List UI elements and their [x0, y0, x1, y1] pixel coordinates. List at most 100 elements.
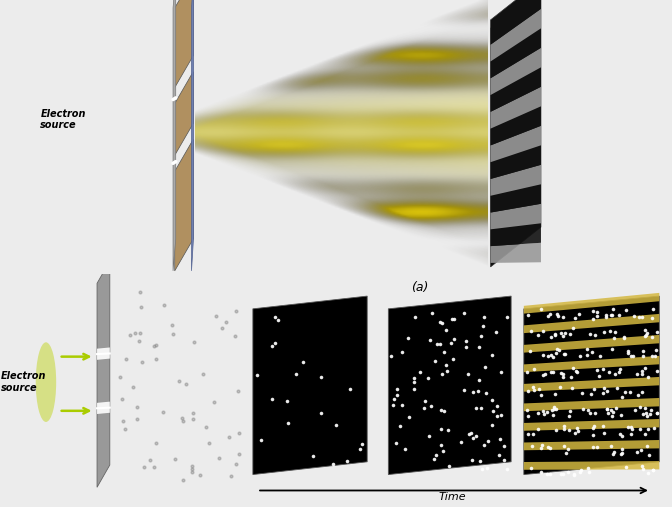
Point [611, 384, 622, 392]
Point [641, 412, 652, 420]
Point [316, 409, 327, 417]
Point [633, 390, 644, 399]
Point [224, 433, 235, 441]
Point [605, 327, 616, 335]
Point [189, 338, 200, 346]
Point [563, 412, 574, 420]
Point [418, 404, 429, 412]
Point [439, 407, 450, 415]
Point [558, 332, 569, 340]
Point [609, 448, 620, 456]
Point [494, 451, 505, 459]
Point [220, 318, 231, 327]
Point [386, 352, 396, 360]
Point [546, 406, 557, 414]
Point [640, 430, 650, 439]
Text: (a): (a) [411, 281, 429, 294]
Point [591, 308, 602, 316]
Point [598, 422, 609, 430]
Point [461, 337, 472, 345]
Polygon shape [491, 243, 541, 263]
Point [598, 389, 609, 397]
Point [187, 468, 198, 477]
Point [449, 335, 460, 343]
Polygon shape [524, 440, 659, 450]
Point [550, 389, 560, 397]
Point [585, 330, 595, 338]
Point [640, 325, 650, 334]
Point [269, 313, 280, 321]
Point [639, 332, 650, 340]
Point [585, 409, 595, 417]
Point [536, 305, 546, 313]
Point [577, 389, 587, 397]
Polygon shape [175, 71, 194, 155]
Point [589, 410, 600, 418]
Point [138, 462, 149, 470]
Point [581, 345, 592, 353]
Point [556, 369, 566, 377]
Point [388, 401, 398, 409]
Point [120, 355, 131, 363]
Point [572, 368, 583, 376]
Point [647, 351, 658, 359]
Point [120, 425, 130, 433]
Polygon shape [491, 223, 541, 246]
Point [617, 449, 628, 457]
Point [458, 309, 469, 317]
Point [542, 408, 552, 416]
Polygon shape [524, 398, 659, 411]
Point [623, 423, 634, 431]
Point [547, 368, 558, 376]
Point [420, 397, 431, 405]
Point [614, 430, 625, 438]
Polygon shape [524, 419, 659, 431]
Polygon shape [175, 139, 194, 271]
Point [607, 412, 618, 420]
Point [267, 342, 278, 350]
Point [116, 395, 127, 403]
Point [608, 408, 619, 416]
Point [546, 369, 556, 377]
Point [626, 352, 636, 360]
Point [481, 389, 492, 397]
Point [651, 368, 662, 376]
Point [396, 348, 407, 356]
Point [473, 376, 484, 384]
Point [564, 407, 575, 415]
Point [599, 328, 610, 336]
Polygon shape [524, 356, 659, 372]
Point [538, 410, 549, 418]
Point [447, 315, 458, 323]
Point [167, 330, 178, 338]
Point [442, 367, 452, 375]
Point [356, 440, 367, 448]
Polygon shape [491, 0, 541, 45]
Point [651, 328, 662, 336]
Point [564, 426, 575, 434]
Point [616, 450, 626, 458]
Point [526, 464, 536, 472]
Point [552, 311, 563, 319]
Point [558, 425, 569, 433]
Text: Electron
source: Electron source [40, 108, 86, 130]
Point [341, 457, 352, 465]
Polygon shape [491, 106, 541, 146]
Point [327, 460, 338, 468]
Point [558, 350, 569, 358]
Point [559, 422, 570, 430]
Point [404, 413, 415, 421]
Point [392, 385, 403, 393]
Polygon shape [97, 347, 110, 360]
Point [216, 323, 227, 332]
Point [577, 405, 588, 413]
Point [546, 333, 556, 341]
Polygon shape [388, 296, 511, 475]
Point [492, 402, 503, 410]
Point [149, 342, 159, 350]
Point [115, 373, 126, 381]
Point [282, 397, 292, 405]
Point [403, 334, 413, 342]
Point [592, 443, 603, 451]
Point [169, 455, 180, 463]
